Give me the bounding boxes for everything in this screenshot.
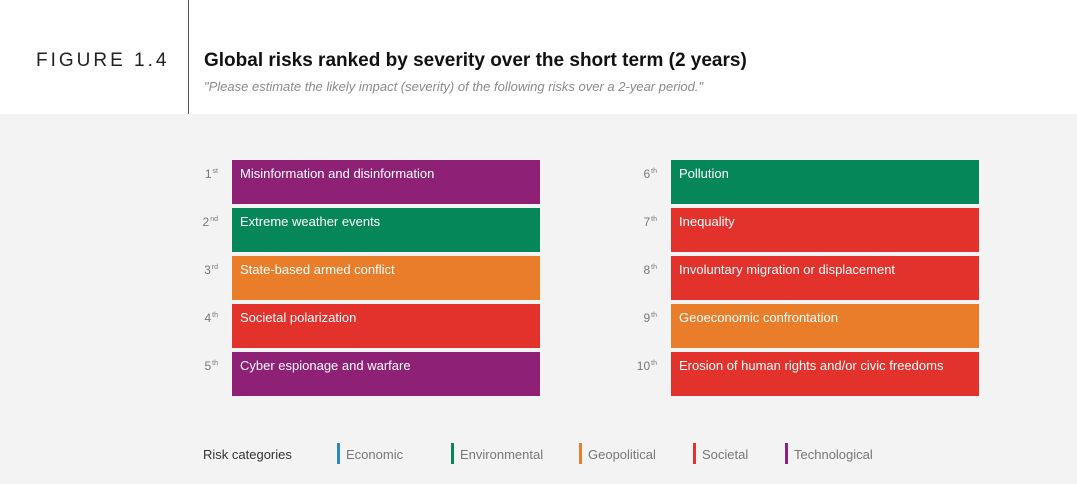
risk-label: Erosion of human rights and/or civic fre…: [679, 358, 944, 373]
risk-rank-number: 10: [636, 359, 651, 373]
risk-bar: Cyber espionage and warfare: [232, 352, 540, 396]
risk-rank-number: 7: [643, 215, 651, 229]
chart-title: Global risks ranked by severity over the…: [204, 50, 747, 71]
risk-rank: 10th: [627, 359, 657, 373]
legend-label: Geopolitical: [588, 447, 656, 462]
risk-rank: 8th: [627, 263, 657, 277]
risk-rank: 7th: [627, 215, 657, 229]
risk-bar: Extreme weather events: [232, 208, 540, 252]
legend-swatch: [785, 443, 788, 464]
risk-rank-suffix: rd: [211, 264, 218, 271]
risk-label: Pollution: [679, 166, 729, 181]
risk-bar: State-based armed conflict: [232, 256, 540, 300]
risk-label: Geoeconomic confrontation: [679, 310, 838, 325]
risk-rank-suffix: nd: [210, 216, 218, 223]
risk-label: Involuntary migration or displacement: [679, 262, 896, 277]
risk-bar: Pollution: [671, 160, 979, 204]
risk-label: Societal polarization: [240, 310, 357, 325]
legend-swatch: [337, 443, 340, 464]
risk-rank: 5th: [188, 359, 218, 373]
risk-label: Cyber espionage and warfare: [240, 358, 411, 373]
header-divider: [188, 0, 189, 114]
risk-rank-number: 4: [204, 311, 212, 325]
risk-rank-number: 5: [204, 359, 212, 373]
risk-rank-number: 8: [643, 263, 651, 277]
risk-rank: 2nd: [188, 215, 218, 229]
risk-bar: Geoeconomic confrontation: [671, 304, 979, 348]
risk-rank-number: 3: [204, 263, 211, 277]
risk-label: Extreme weather events: [240, 214, 381, 229]
risk-rank-number: 6: [643, 167, 651, 181]
risk-rank-suffix: th: [651, 360, 657, 367]
risk-bar: Involuntary migration or displacement: [671, 256, 979, 300]
risk-rank-suffix: th: [651, 216, 657, 223]
risk-bar: Societal polarization: [232, 304, 540, 348]
legend-label: Technological: [794, 447, 873, 462]
risk-rank-suffix: th: [212, 360, 218, 367]
figure-label: FIGURE 1.4: [36, 50, 170, 71]
risk-rank: 6th: [627, 167, 657, 181]
risk-bar: Erosion of human rights and/or civic fre…: [671, 352, 979, 396]
legend-swatch: [693, 443, 696, 464]
risk-rank-suffix: th: [651, 264, 657, 271]
risk-label: Misinformation and disinformation: [240, 166, 435, 181]
risk-rank-number: 2: [202, 215, 210, 229]
risk-rank: 1st: [188, 167, 218, 181]
risk-rank-suffix: th: [212, 312, 218, 319]
chart-subtitle: "Please estimate the likely impact (seve…: [204, 79, 704, 94]
risk-rank-number: 9: [643, 311, 651, 325]
risk-label: Inequality: [679, 214, 735, 229]
risk-bar: Inequality: [671, 208, 979, 252]
risk-rank-suffix: th: [651, 168, 657, 175]
legend-title: Risk categories: [203, 447, 292, 462]
risk-bar: Misinformation and disinformation: [232, 160, 540, 204]
risk-rank: 3rd: [188, 263, 218, 277]
legend-label: Economic: [346, 447, 404, 462]
legend-label: Environmental: [460, 447, 544, 462]
risk-rank-suffix: st: [212, 168, 218, 175]
risk-rank: 9th: [627, 311, 657, 325]
risk-label: State-based armed conflict: [240, 262, 395, 277]
legend-swatch: [579, 443, 582, 464]
legend-swatch: [451, 443, 454, 464]
risk-rank-suffix: th: [651, 312, 657, 319]
risk-rank: 4th: [188, 311, 218, 325]
legend-label: Societal: [702, 447, 749, 462]
risk-rank-number: 1: [204, 167, 212, 181]
figure-header: FIGURE 1.4 Global risks ranked by severi…: [0, 0, 1077, 114]
